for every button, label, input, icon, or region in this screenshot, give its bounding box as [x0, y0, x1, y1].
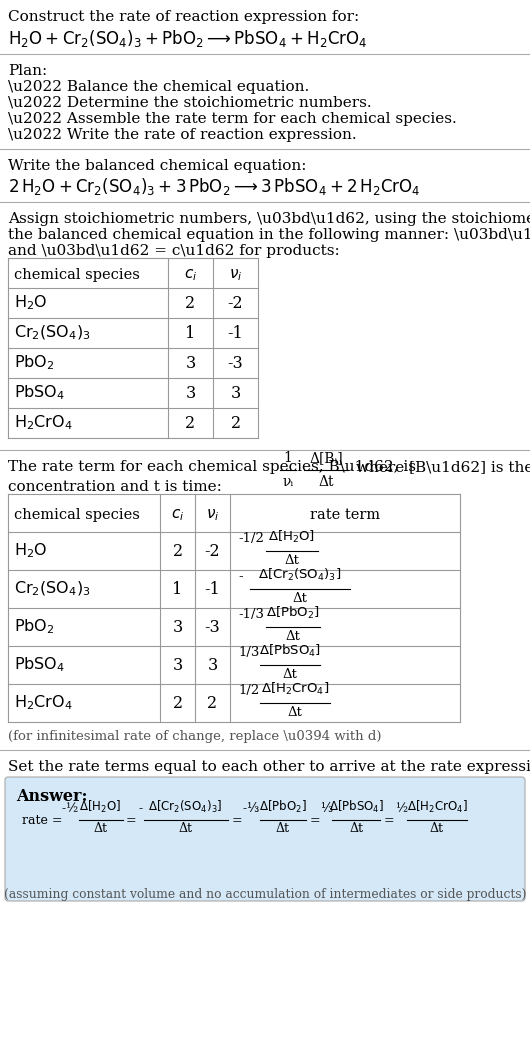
Text: $\mathrm{\Delta[Cr_2(SO_4)_3]}$: $\mathrm{\Delta[Cr_2(SO_4)_3]}$: [258, 567, 342, 583]
Text: -1/3: -1/3: [238, 608, 264, 621]
Text: Δt: Δt: [285, 554, 299, 567]
Text: rate =: rate =: [22, 814, 66, 826]
Text: $\mathrm{Cr_2(SO_4)_3}$: $\mathrm{Cr_2(SO_4)_3}$: [14, 324, 91, 342]
Text: Δt: Δt: [293, 592, 307, 605]
Text: Δt: Δt: [276, 822, 290, 835]
Text: Write the balanced chemical equation:: Write the balanced chemical equation:: [8, 159, 306, 173]
Text: Δt: Δt: [349, 822, 363, 835]
Text: 1/2: 1/2: [238, 684, 259, 697]
Text: -3: -3: [205, 618, 220, 636]
Text: Δt: Δt: [286, 630, 301, 643]
Text: chemical species: chemical species: [14, 268, 140, 282]
Text: 1/3: 1/3: [238, 646, 259, 659]
Text: 2: 2: [186, 414, 196, 432]
Text: $\mathrm{H_2O + Cr_2(SO_4)_3 + PbO_2 \longrightarrow PbSO_4 + H_2CrO_4}$: $\mathrm{H_2O + Cr_2(SO_4)_3 + PbO_2 \lo…: [8, 28, 367, 49]
Text: chemical species: chemical species: [14, 508, 140, 522]
Text: $\mathrm{H_2O}$: $\mathrm{H_2O}$: [14, 542, 47, 561]
Text: $\mathrm{PbO_2}$: $\mathrm{PbO_2}$: [14, 617, 55, 636]
Text: \u2022 Write the rate of reaction expression.: \u2022 Write the rate of reaction expres…: [8, 128, 357, 142]
Text: concentration and t is time:: concentration and t is time:: [8, 480, 222, 494]
Text: \u2022 Assemble the rate term for each chemical species.: \u2022 Assemble the rate term for each c…: [8, 112, 457, 126]
Text: ⅓: ⅓: [321, 802, 338, 815]
Text: $\mathrm{\Delta[PbO_2]}$: $\mathrm{\Delta[PbO_2]}$: [259, 799, 306, 815]
Text: $\mathrm{\Delta[H_2CrO_4]}$: $\mathrm{\Delta[H_2CrO_4]}$: [407, 799, 467, 815]
Text: The rate term for each chemical species, B\u1d62, is: The rate term for each chemical species,…: [8, 460, 416, 474]
Text: 1: 1: [186, 324, 196, 341]
Text: =: =: [122, 814, 141, 826]
Text: -1/2: -1/2: [238, 532, 264, 545]
Text: -½: -½: [62, 802, 82, 815]
Text: and \u03bd\u1d62 = c\u1d62 for products:: and \u03bd\u1d62 = c\u1d62 for products:: [8, 244, 340, 258]
Text: where [B\u1d62] is the amount: where [B\u1d62] is the amount: [356, 460, 530, 474]
Text: 3: 3: [186, 355, 196, 371]
Text: Δ[Bᵢ]: Δ[Bᵢ]: [309, 451, 343, 465]
Text: =: =: [306, 814, 324, 826]
Text: 2: 2: [207, 695, 217, 711]
Text: 2: 2: [172, 695, 182, 711]
Text: ½: ½: [396, 802, 412, 815]
Text: 2: 2: [172, 543, 182, 560]
Text: 3: 3: [172, 618, 183, 636]
Text: 3: 3: [231, 385, 241, 402]
Text: 2: 2: [231, 414, 241, 432]
Text: Δt: Δt: [430, 822, 444, 835]
Text: $\mathrm{H_2CrO_4}$: $\mathrm{H_2CrO_4}$: [14, 693, 73, 712]
Text: -2: -2: [205, 543, 220, 560]
Text: 1: 1: [172, 581, 183, 597]
Text: 3: 3: [207, 657, 218, 674]
Text: $\nu_i$: $\nu_i$: [206, 507, 219, 523]
Text: $\mathrm{PbSO_4}$: $\mathrm{PbSO_4}$: [14, 656, 65, 675]
Text: (for infinitesimal rate of change, replace \u0394 with d): (for infinitesimal rate of change, repla…: [8, 730, 382, 743]
Text: 1: 1: [284, 451, 293, 465]
Text: $\mathrm{\Delta[PbSO_4]}$: $\mathrm{\Delta[PbSO_4]}$: [259, 643, 321, 659]
FancyBboxPatch shape: [5, 777, 525, 901]
Text: 3: 3: [186, 385, 196, 402]
Text: (assuming constant volume and no accumulation of intermediates or side products): (assuming constant volume and no accumul…: [4, 888, 526, 901]
Text: Assign stoichiometric numbers, \u03bd\u1d62, using the stoichiometric coefficien: Assign stoichiometric numbers, \u03bd\u1…: [8, 212, 530, 226]
Text: -: -: [238, 570, 243, 583]
Text: Δt: Δt: [179, 822, 192, 835]
Text: -1: -1: [227, 324, 243, 341]
Text: $\mathrm{\Delta[Cr_2(SO_4)_3]}$: $\mathrm{\Delta[Cr_2(SO_4)_3]}$: [148, 799, 223, 815]
Text: $\mathrm{Cr_2(SO_4)_3}$: $\mathrm{Cr_2(SO_4)_3}$: [14, 579, 91, 598]
Text: $\mathrm{PbO_2}$: $\mathrm{PbO_2}$: [14, 354, 55, 372]
Text: $\mathrm{H_2O}$: $\mathrm{H_2O}$: [14, 294, 47, 313]
Text: $c_i$: $c_i$: [184, 267, 197, 282]
Text: $\mathrm{\Delta[H_2CrO_4]}$: $\mathrm{\Delta[H_2CrO_4]}$: [261, 681, 329, 697]
Text: -2: -2: [228, 295, 243, 312]
Text: \u2022 Determine the stoichiometric numbers.: \u2022 Determine the stoichiometric numb…: [8, 96, 372, 110]
Text: -1: -1: [205, 581, 220, 597]
Text: -: -: [138, 802, 142, 815]
Text: =: =: [381, 814, 399, 826]
Text: Construct the rate of reaction expression for:: Construct the rate of reaction expressio…: [8, 10, 359, 24]
Text: $\mathrm{\Delta[PbO_2]}$: $\mathrm{\Delta[PbO_2]}$: [266, 605, 320, 621]
Text: $\mathrm{H_2CrO_4}$: $\mathrm{H_2CrO_4}$: [14, 413, 73, 432]
Text: Δt: Δt: [318, 475, 334, 488]
Text: $\nu_i$: $\nu_i$: [229, 267, 242, 282]
Text: Δt: Δt: [288, 706, 303, 719]
Text: Set the rate terms equal to each other to arrive at the rate expression:: Set the rate terms equal to each other t…: [8, 760, 530, 774]
Text: Δt: Δt: [93, 822, 108, 835]
Text: 2: 2: [186, 295, 196, 312]
Text: the balanced chemical equation in the following manner: \u03bd\u1d62 = \u2212c\u: the balanced chemical equation in the fo…: [8, 228, 530, 242]
Text: =: =: [227, 814, 246, 826]
Text: Δt: Δt: [282, 668, 297, 681]
Text: -3: -3: [227, 355, 243, 371]
Text: \u2022 Balance the chemical equation.: \u2022 Balance the chemical equation.: [8, 79, 309, 94]
Text: Answer:: Answer:: [16, 788, 87, 805]
Text: -⅓: -⅓: [243, 802, 263, 815]
Text: $\mathrm{\Delta[H_2O]}$: $\mathrm{\Delta[H_2O]}$: [268, 529, 315, 545]
Text: rate term: rate term: [310, 508, 380, 522]
Text: $\mathrm{2\,H_2O + Cr_2(SO_4)_3 + 3\,PbO_2 \longrightarrow 3\,PbSO_4 + 2\,H_2CrO: $\mathrm{2\,H_2O + Cr_2(SO_4)_3 + 3\,PbO…: [8, 176, 421, 197]
Text: νᵢ: νᵢ: [282, 475, 294, 488]
Text: $\mathrm{\Delta[H_2O]}$: $\mathrm{\Delta[H_2O]}$: [80, 799, 121, 815]
Text: $\mathrm{PbSO_4}$: $\mathrm{PbSO_4}$: [14, 384, 65, 403]
Text: 3: 3: [172, 657, 183, 674]
Text: $c_i$: $c_i$: [171, 507, 184, 523]
Text: $\mathrm{\Delta[PbSO_4]}$: $\mathrm{\Delta[PbSO_4]}$: [329, 799, 384, 815]
Text: Plan:: Plan:: [8, 64, 47, 78]
